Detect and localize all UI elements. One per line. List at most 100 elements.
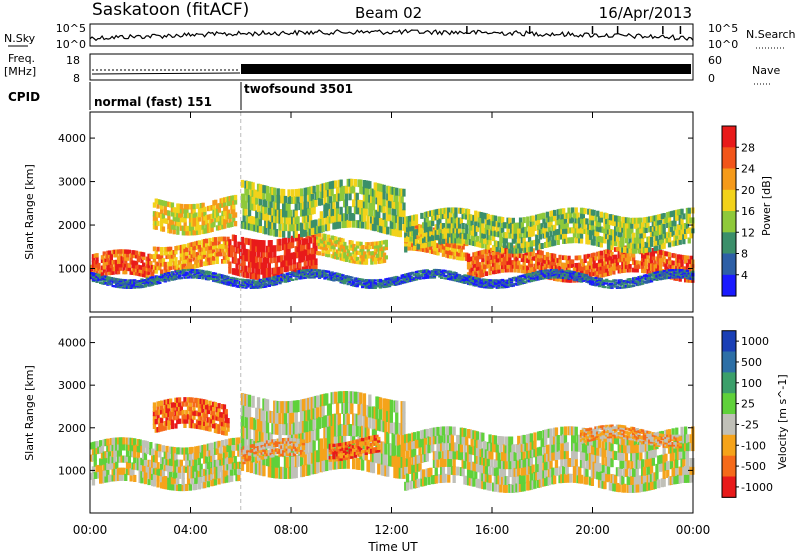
data-cell xyxy=(124,269,128,275)
data-cell xyxy=(116,285,121,289)
data-cell xyxy=(163,205,167,211)
data-cell xyxy=(314,269,318,272)
data-cell xyxy=(115,278,119,281)
data-cell xyxy=(161,261,166,267)
data-cell xyxy=(619,257,623,263)
data-cell xyxy=(116,259,121,265)
data-cell xyxy=(531,225,535,232)
data-cell xyxy=(680,254,684,260)
data-cell xyxy=(474,215,478,222)
data-cell xyxy=(520,264,524,270)
data-cell xyxy=(122,249,126,254)
data-cell xyxy=(553,270,557,273)
data-cell xyxy=(583,275,587,278)
data-cell xyxy=(658,228,663,235)
data-cell xyxy=(317,218,322,227)
data-cell xyxy=(509,263,514,269)
data-cell xyxy=(199,224,203,231)
data-cell xyxy=(581,266,585,271)
data-cell xyxy=(314,258,318,265)
data-cell xyxy=(357,179,361,188)
data-cell xyxy=(267,282,271,285)
data-cell xyxy=(536,278,541,281)
data-cell xyxy=(95,465,99,473)
data-cell xyxy=(160,204,164,210)
data-cell xyxy=(642,227,647,234)
data-cell xyxy=(116,437,121,445)
data-cell xyxy=(161,213,166,219)
data-cell xyxy=(296,234,300,241)
colorbar-tick-label: 4 xyxy=(741,269,748,282)
data-cell xyxy=(276,277,280,280)
data-cell xyxy=(300,277,304,280)
data-cell xyxy=(244,265,248,273)
data-cell xyxy=(468,224,472,231)
data-cell xyxy=(603,232,607,239)
data-cell xyxy=(506,281,510,284)
data-cell xyxy=(125,266,130,271)
data-cell xyxy=(364,207,368,216)
data-cell xyxy=(109,277,113,280)
data-cell xyxy=(274,281,279,284)
data-cell xyxy=(95,441,99,449)
data-cell xyxy=(262,185,266,193)
freq-left-tick-bottom: 8 xyxy=(73,72,80,85)
data-cell xyxy=(172,278,176,281)
data-cell xyxy=(680,233,684,240)
data-cell xyxy=(206,273,210,276)
data-cell xyxy=(102,463,106,471)
data-cell xyxy=(431,239,435,246)
data-cell xyxy=(422,237,426,244)
data-cell xyxy=(520,257,524,262)
data-cell xyxy=(219,244,223,249)
data-cell xyxy=(107,450,112,458)
data-cell xyxy=(639,227,643,234)
data-cell xyxy=(192,241,196,247)
data-cell xyxy=(183,276,187,279)
data-cell xyxy=(226,275,230,279)
data-cell xyxy=(177,271,182,274)
data-cell xyxy=(533,279,537,282)
data-cell xyxy=(230,208,234,214)
data-cell xyxy=(544,222,548,229)
data-cell xyxy=(99,279,103,282)
data-cell xyxy=(285,275,289,278)
data-cell xyxy=(606,286,611,289)
data-cell xyxy=(274,215,279,224)
data-cell xyxy=(99,269,103,274)
data-cell xyxy=(283,243,288,250)
data-cell xyxy=(343,257,347,262)
data-cell xyxy=(280,195,284,204)
data-cell xyxy=(425,269,429,272)
data-cell xyxy=(660,243,664,250)
data-cell xyxy=(382,246,387,251)
data-cell xyxy=(440,240,444,246)
data-cell xyxy=(637,283,641,286)
data-cell xyxy=(183,212,187,219)
data-cell xyxy=(624,245,629,251)
data-cell xyxy=(588,272,593,277)
data-cell xyxy=(371,286,376,289)
data-cell xyxy=(579,227,584,234)
data-cell xyxy=(100,258,105,263)
data-cell xyxy=(596,230,600,237)
data-cell xyxy=(163,269,167,275)
data-cell xyxy=(499,216,503,223)
data-cell xyxy=(572,273,577,276)
data-cell xyxy=(289,273,293,276)
data-cell xyxy=(298,233,302,241)
data-cell xyxy=(391,276,395,279)
data-cell xyxy=(352,283,356,286)
data-cell xyxy=(547,241,551,248)
data-cell xyxy=(655,276,659,279)
data-cell xyxy=(343,220,347,228)
data-cell xyxy=(285,202,289,211)
data-cell xyxy=(343,282,347,285)
data-cell xyxy=(116,278,121,281)
data-cell xyxy=(273,245,277,252)
data-cell xyxy=(380,204,384,213)
data-cell xyxy=(276,202,280,210)
data-cell xyxy=(197,274,201,277)
data-cell xyxy=(118,282,122,285)
data-cell xyxy=(387,193,392,201)
